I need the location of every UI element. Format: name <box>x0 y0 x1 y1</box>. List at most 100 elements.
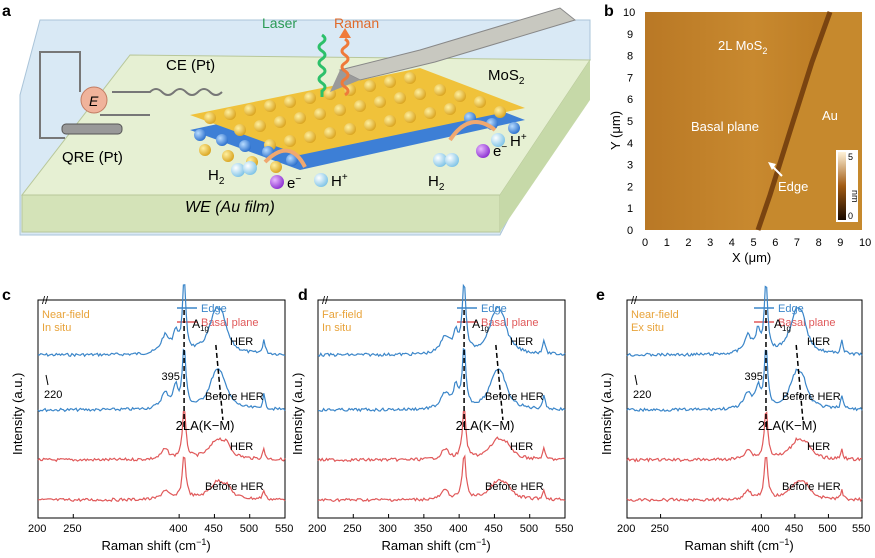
mos2-atoms <box>194 72 520 173</box>
x-axis-label: Raman shift (cm−1) <box>102 537 211 553</box>
peak-220-label: 220 <box>633 389 651 401</box>
legend-entry: Edge <box>481 303 507 315</box>
qre-electrode <box>61 123 123 135</box>
series-line <box>37 284 286 358</box>
panel-label-d: d <box>298 287 308 304</box>
x-tick-label: 250 <box>343 523 361 535</box>
h2-right-icon-a <box>433 153 447 167</box>
afm-y-tick: 7 <box>627 72 633 84</box>
x-tick-label: 250 <box>63 523 81 535</box>
x-tick-label: 350 <box>414 523 432 535</box>
series-label: Before HER <box>205 481 264 493</box>
x-tick-label: 200 <box>617 523 635 535</box>
h2-left-icon-a <box>231 163 245 177</box>
series-label: Before HER <box>782 481 841 493</box>
x-tick-label: 500 <box>240 523 258 535</box>
afm-cbar-min: 0 <box>848 211 853 221</box>
h2-right: H2 <box>428 173 445 193</box>
x-tick-label: 250 <box>651 523 669 535</box>
series-line <box>626 349 863 413</box>
afm-y-tick: 10 <box>623 7 635 19</box>
afm-2l-label: 2L MoS2 <box>718 38 767 56</box>
legend-entry: Basal plane <box>481 317 539 329</box>
series-label: HER <box>230 336 253 348</box>
raman-label: Raman <box>334 15 379 31</box>
electron-right-icon <box>476 144 490 158</box>
panel-c: c 200 250 400 450 500 550 // Raman shift (cm−1) I… <box>2 284 293 553</box>
series-line <box>37 456 286 503</box>
proton-left-icon <box>314 173 328 187</box>
mos2-label: MoS2 <box>488 67 525 87</box>
series-line <box>626 285 863 357</box>
peak-395-label: 395 <box>162 371 180 383</box>
we-label: WE (Au film) <box>185 199 275 216</box>
electron-left-icon <box>270 175 284 189</box>
laser-label: Laser <box>262 15 297 31</box>
x-tick-label: 200 <box>28 523 46 535</box>
condition-label: In situ <box>42 322 71 334</box>
afm-x-tick: 6 <box>772 237 778 249</box>
afm-x-tick: 2 <box>685 237 691 249</box>
series-line <box>317 347 566 413</box>
x-tick-label: 450 <box>785 523 803 535</box>
series-label: HER <box>510 441 533 453</box>
x-tick-label: 550 <box>275 523 293 535</box>
series-label: HER <box>510 336 533 348</box>
afm-y-tick: 1 <box>627 203 633 215</box>
qre-label: QRE (Pt) <box>62 149 123 166</box>
axis-break-icon: // <box>322 295 329 307</box>
afm-x-tick: 0 <box>642 237 648 249</box>
reaction-arrow-left <box>263 148 307 168</box>
panel-a: a <box>2 3 591 236</box>
series-label: Before HER <box>782 391 841 403</box>
y-axis-label: Intensity (a.u.) <box>599 373 614 455</box>
axis-break-icon: // <box>631 295 638 307</box>
tip-apex <box>330 70 360 92</box>
x-tick-label: 550 <box>852 523 870 535</box>
2la-dashed-line <box>795 344 804 421</box>
series-line <box>317 454 566 503</box>
afm-x-tick: 1 <box>664 237 670 249</box>
a1g-label: A1g <box>192 317 209 333</box>
proton-right-icon <box>491 133 505 147</box>
series-line <box>626 456 863 503</box>
x-tick-label: 400 <box>751 523 769 535</box>
x-tick-label: 450 <box>484 523 502 535</box>
series-label: HER <box>807 441 830 453</box>
afm-x-tick: 3 <box>707 237 713 249</box>
afm-x-tick: 9 <box>837 237 843 249</box>
series-line <box>317 410 566 463</box>
condition-label: Near-field <box>631 309 679 321</box>
ce-electrode <box>112 88 223 96</box>
x-tick-label: 500 <box>520 523 538 535</box>
afm-edge-arrow <box>771 165 783 177</box>
plot-frame <box>626 299 863 519</box>
2la-dashed-line <box>495 344 504 421</box>
x-tick-label: 200 <box>308 523 326 535</box>
afm-x-tick: 5 <box>751 237 757 249</box>
2la-label: 2LA(K−M) <box>456 418 515 433</box>
x-tick-label: 400 <box>169 523 187 535</box>
afm-colorbar <box>838 152 846 220</box>
series-label: HER <box>807 336 830 348</box>
a1g-label: A1g <box>774 317 791 333</box>
series-line <box>317 283 566 358</box>
series-label: Before HER <box>485 391 544 403</box>
afm-y-tick: 6 <box>627 94 633 106</box>
afm-y-tick: 2 <box>627 181 633 193</box>
eminus-right: e− <box>493 142 507 160</box>
panel-b: b 2L MoS2 Basal plane Au Edge 5 0 nm 001… <box>604 3 871 265</box>
panel-e: e 200 250 400 450 500 550 // Raman shift (cm−1) I… <box>596 285 870 553</box>
afm-y-tick: 8 <box>627 51 633 63</box>
series-line <box>37 411 286 463</box>
condition-label: Ex situ <box>631 322 664 334</box>
x-tick-label: 550 <box>555 523 573 535</box>
series-line <box>37 348 286 413</box>
x-axis-label: Raman shift (cm−1) <box>382 537 491 553</box>
afm-basal-label: Basal plane <box>691 119 759 134</box>
y-axis-label: Intensity (a.u.) <box>10 373 25 455</box>
raman-arrow-icon <box>339 28 351 38</box>
afm-edge-label: Edge <box>778 179 808 194</box>
